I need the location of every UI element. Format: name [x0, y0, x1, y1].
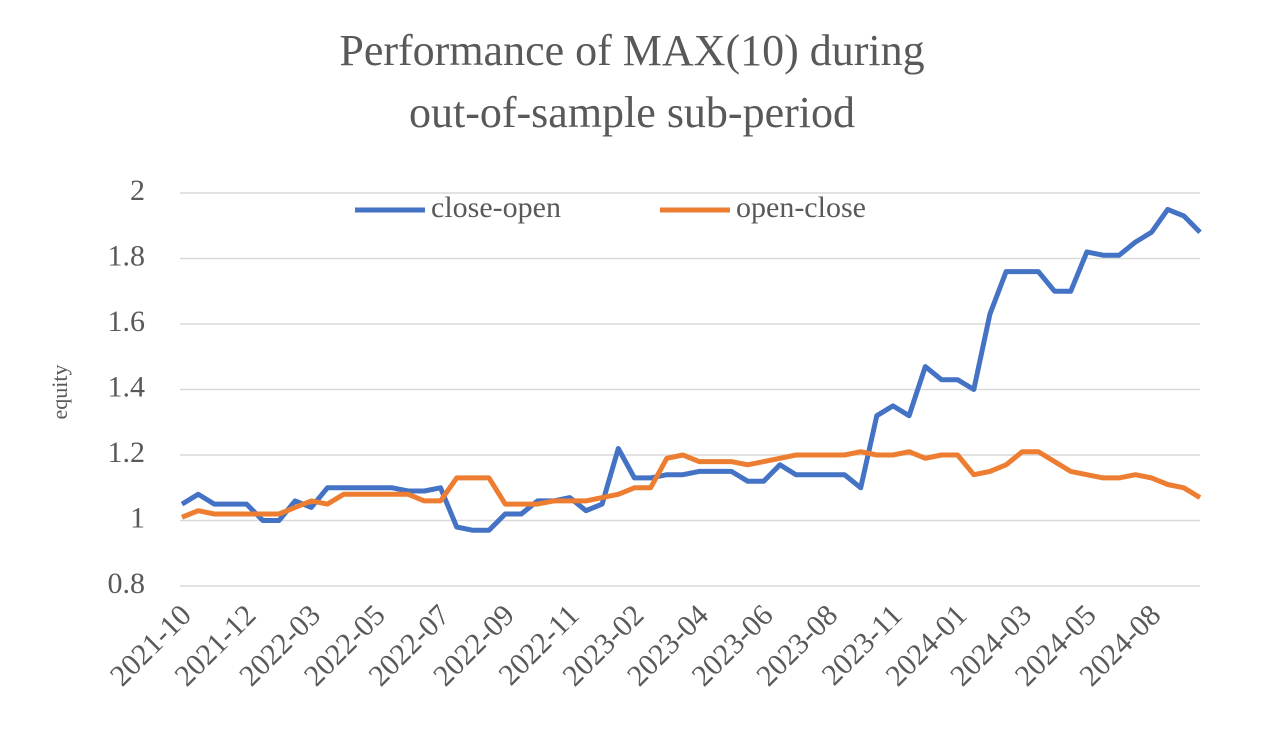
chart-title: out-of-sample sub-period: [409, 88, 855, 137]
y-tick-label: 1.2: [108, 436, 146, 469]
y-tick-label: 1.4: [108, 370, 146, 403]
y-tick-label: 1.6: [108, 305, 146, 338]
y-axis-label: equity: [47, 365, 72, 420]
line-series: [181, 449, 1202, 520]
y-tick-label: 1.8: [108, 239, 146, 272]
chart-title: Performance of MAX(10) during: [339, 26, 924, 75]
y-tick-label: 1: [130, 501, 145, 534]
legend-label: close-open: [431, 191, 561, 224]
line-series: [180, 206, 1202, 533]
legend-label: open-close: [736, 191, 866, 224]
y-tick-label: 0.8: [108, 567, 146, 600]
y-tick-label: 2: [130, 174, 145, 207]
